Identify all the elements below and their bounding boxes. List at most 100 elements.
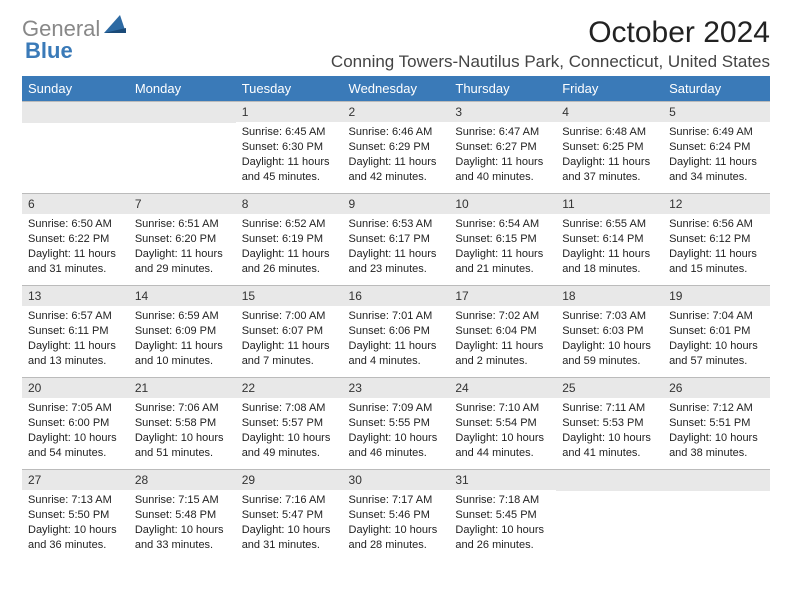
day-number: 24	[449, 377, 556, 398]
day-body: Sunrise: 7:17 AMSunset: 5:46 PMDaylight:…	[343, 490, 450, 555]
calendar-cell: 2Sunrise: 6:46 AMSunset: 6:29 PMDaylight…	[343, 101, 450, 193]
day-number: 1	[236, 101, 343, 122]
calendar-cell: 28Sunrise: 7:15 AMSunset: 5:48 PMDayligh…	[129, 469, 236, 561]
calendar-cell: 24Sunrise: 7:10 AMSunset: 5:54 PMDayligh…	[449, 377, 556, 469]
calendar-cell: 3Sunrise: 6:47 AMSunset: 6:27 PMDaylight…	[449, 101, 556, 193]
calendar-cell: 26Sunrise: 7:12 AMSunset: 5:51 PMDayligh…	[663, 377, 770, 469]
day-body: Sunrise: 7:15 AMSunset: 5:48 PMDaylight:…	[129, 490, 236, 555]
day-number: 11	[556, 193, 663, 214]
calendar-cell: 5Sunrise: 6:49 AMSunset: 6:24 PMDaylight…	[663, 101, 770, 193]
weekday-header: Sunday	[22, 76, 129, 101]
calendar-cell: 8Sunrise: 6:52 AMSunset: 6:19 PMDaylight…	[236, 193, 343, 285]
calendar-cell: 31Sunrise: 7:18 AMSunset: 5:45 PMDayligh…	[449, 469, 556, 561]
calendar-body: 1Sunrise: 6:45 AMSunset: 6:30 PMDaylight…	[22, 101, 770, 561]
day-body: Sunrise: 7:11 AMSunset: 5:53 PMDaylight:…	[556, 398, 663, 463]
day-body: Sunrise: 6:50 AMSunset: 6:22 PMDaylight:…	[22, 214, 129, 279]
day-number: 29	[236, 469, 343, 490]
day-number: 20	[22, 377, 129, 398]
brand-triangle-icon	[104, 15, 126, 33]
day-number: 3	[449, 101, 556, 122]
weekday-header: Monday	[129, 76, 236, 101]
calendar-cell	[556, 469, 663, 561]
brand-part2: Blue	[25, 38, 73, 64]
calendar-cell	[129, 101, 236, 193]
calendar-cell: 17Sunrise: 7:02 AMSunset: 6:04 PMDayligh…	[449, 285, 556, 377]
day-body: Sunrise: 6:59 AMSunset: 6:09 PMDaylight:…	[129, 306, 236, 371]
day-number: 2	[343, 101, 450, 122]
day-body: Sunrise: 6:53 AMSunset: 6:17 PMDaylight:…	[343, 214, 450, 279]
day-body: Sunrise: 7:02 AMSunset: 6:04 PMDaylight:…	[449, 306, 556, 371]
day-body: Sunrise: 7:05 AMSunset: 6:00 PMDaylight:…	[22, 398, 129, 463]
calendar-table: SundayMondayTuesdayWednesdayThursdayFrid…	[22, 76, 770, 561]
calendar-cell: 14Sunrise: 6:59 AMSunset: 6:09 PMDayligh…	[129, 285, 236, 377]
calendar-cell: 6Sunrise: 6:50 AMSunset: 6:22 PMDaylight…	[22, 193, 129, 285]
calendar-cell: 1Sunrise: 6:45 AMSunset: 6:30 PMDaylight…	[236, 101, 343, 193]
calendar-cell: 13Sunrise: 6:57 AMSunset: 6:11 PMDayligh…	[22, 285, 129, 377]
calendar-cell: 16Sunrise: 7:01 AMSunset: 6:06 PMDayligh…	[343, 285, 450, 377]
calendar-cell: 4Sunrise: 6:48 AMSunset: 6:25 PMDaylight…	[556, 101, 663, 193]
day-number: 26	[663, 377, 770, 398]
day-body: Sunrise: 7:01 AMSunset: 6:06 PMDaylight:…	[343, 306, 450, 371]
calendar-cell: 21Sunrise: 7:06 AMSunset: 5:58 PMDayligh…	[129, 377, 236, 469]
day-number: 9	[343, 193, 450, 214]
calendar-cell: 29Sunrise: 7:16 AMSunset: 5:47 PMDayligh…	[236, 469, 343, 561]
day-number: 21	[129, 377, 236, 398]
day-body: Sunrise: 6:57 AMSunset: 6:11 PMDaylight:…	[22, 306, 129, 371]
day-number: 13	[22, 285, 129, 306]
day-number: 30	[343, 469, 450, 490]
day-number: 4	[556, 101, 663, 122]
day-body: Sunrise: 7:09 AMSunset: 5:55 PMDaylight:…	[343, 398, 450, 463]
calendar-cell	[663, 469, 770, 561]
day-number: 7	[129, 193, 236, 214]
calendar-cell: 15Sunrise: 7:00 AMSunset: 6:07 PMDayligh…	[236, 285, 343, 377]
day-body: Sunrise: 7:10 AMSunset: 5:54 PMDaylight:…	[449, 398, 556, 463]
day-body: Sunrise: 6:45 AMSunset: 6:30 PMDaylight:…	[236, 122, 343, 187]
month-title: October 2024	[331, 16, 770, 50]
calendar-cell: 9Sunrise: 6:53 AMSunset: 6:17 PMDaylight…	[343, 193, 450, 285]
calendar-cell: 25Sunrise: 7:11 AMSunset: 5:53 PMDayligh…	[556, 377, 663, 469]
weekday-header: Saturday	[663, 76, 770, 101]
day-number: 28	[129, 469, 236, 490]
calendar-cell: 27Sunrise: 7:13 AMSunset: 5:50 PMDayligh…	[22, 469, 129, 561]
calendar-cell: 7Sunrise: 6:51 AMSunset: 6:20 PMDaylight…	[129, 193, 236, 285]
weekday-header: Wednesday	[343, 76, 450, 101]
day-body: Sunrise: 6:48 AMSunset: 6:25 PMDaylight:…	[556, 122, 663, 187]
day-number: 15	[236, 285, 343, 306]
calendar-cell: 11Sunrise: 6:55 AMSunset: 6:14 PMDayligh…	[556, 193, 663, 285]
day-number: 31	[449, 469, 556, 490]
day-body: Sunrise: 7:00 AMSunset: 6:07 PMDaylight:…	[236, 306, 343, 371]
day-body: Sunrise: 6:55 AMSunset: 6:14 PMDaylight:…	[556, 214, 663, 279]
day-number: 5	[663, 101, 770, 122]
day-body: Sunrise: 6:47 AMSunset: 6:27 PMDaylight:…	[449, 122, 556, 187]
calendar-cell: 19Sunrise: 7:04 AMSunset: 6:01 PMDayligh…	[663, 285, 770, 377]
calendar-cell: 18Sunrise: 7:03 AMSunset: 6:03 PMDayligh…	[556, 285, 663, 377]
day-body: Sunrise: 7:18 AMSunset: 5:45 PMDaylight:…	[449, 490, 556, 555]
day-number: 23	[343, 377, 450, 398]
calendar-cell: 22Sunrise: 7:08 AMSunset: 5:57 PMDayligh…	[236, 377, 343, 469]
calendar-page: General October 2024 Conning Towers-Naut…	[0, 0, 792, 577]
day-number: 18	[556, 285, 663, 306]
day-number: 17	[449, 285, 556, 306]
location-subtitle: Conning Towers-Nautilus Park, Connecticu…	[331, 52, 770, 72]
day-number: 8	[236, 193, 343, 214]
day-number: 10	[449, 193, 556, 214]
day-number: 19	[663, 285, 770, 306]
calendar-head: SundayMondayTuesdayWednesdayThursdayFrid…	[22, 76, 770, 101]
day-body: Sunrise: 6:54 AMSunset: 6:15 PMDaylight:…	[449, 214, 556, 279]
day-body: Sunrise: 6:51 AMSunset: 6:20 PMDaylight:…	[129, 214, 236, 279]
day-number: 16	[343, 285, 450, 306]
weekday-header: Tuesday	[236, 76, 343, 101]
day-body: Sunrise: 7:16 AMSunset: 5:47 PMDaylight:…	[236, 490, 343, 555]
calendar-cell: 10Sunrise: 6:54 AMSunset: 6:15 PMDayligh…	[449, 193, 556, 285]
day-number: 25	[556, 377, 663, 398]
day-body: Sunrise: 6:56 AMSunset: 6:12 PMDaylight:…	[663, 214, 770, 279]
day-number: 12	[663, 193, 770, 214]
calendar-cell: 30Sunrise: 7:17 AMSunset: 5:46 PMDayligh…	[343, 469, 450, 561]
day-body: Sunrise: 7:04 AMSunset: 6:01 PMDaylight:…	[663, 306, 770, 371]
day-body: Sunrise: 6:52 AMSunset: 6:19 PMDaylight:…	[236, 214, 343, 279]
day-body: Sunrise: 6:46 AMSunset: 6:29 PMDaylight:…	[343, 122, 450, 187]
day-number: 14	[129, 285, 236, 306]
day-body: Sunrise: 7:13 AMSunset: 5:50 PMDaylight:…	[22, 490, 129, 555]
day-body: Sunrise: 7:08 AMSunset: 5:57 PMDaylight:…	[236, 398, 343, 463]
title-block: October 2024 Conning Towers-Nautilus Par…	[331, 16, 770, 72]
